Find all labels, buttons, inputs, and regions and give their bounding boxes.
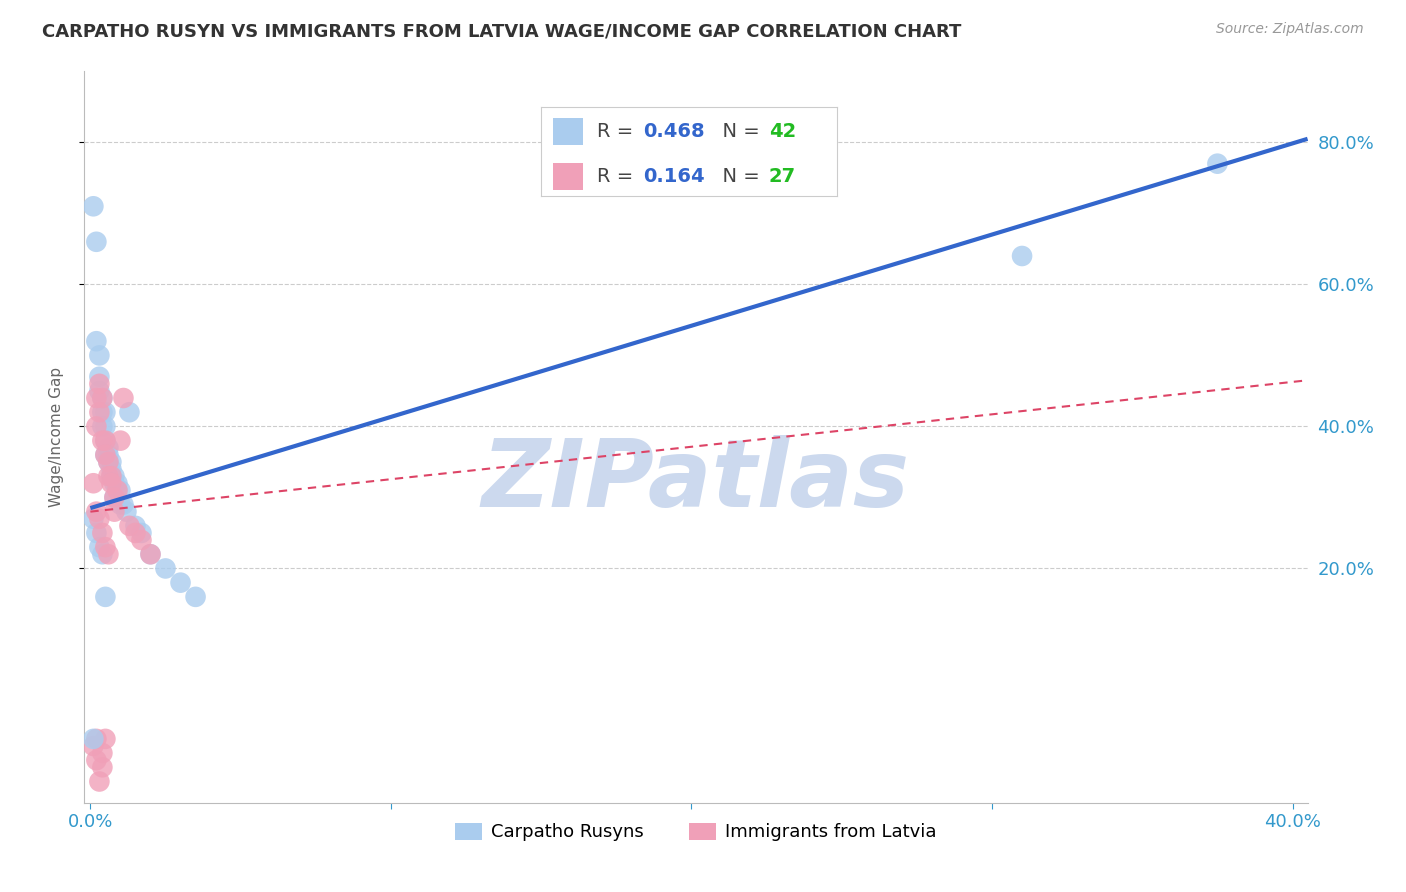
- Point: [97, 469, 120, 483]
- Point: [94, 405, 117, 419]
- Point: [86, 753, 108, 767]
- Point: [94, 448, 117, 462]
- Point: [91, 760, 114, 774]
- Text: CARPATHO RUSYN VS IMMIGRANTS FROM LATVIA WAGE/INCOME GAP CORRELATION CHART: CARPATHO RUSYN VS IMMIGRANTS FROM LATVIA…: [42, 22, 962, 40]
- Point: [155, 561, 177, 575]
- Point: [139, 547, 162, 561]
- Point: [94, 419, 117, 434]
- Point: [82, 199, 104, 213]
- Point: [89, 384, 111, 398]
- Point: [91, 391, 114, 405]
- Point: [91, 746, 114, 760]
- Point: [1206, 156, 1229, 170]
- Point: [86, 525, 108, 540]
- Point: [103, 476, 125, 491]
- Point: [112, 391, 135, 405]
- Point: [86, 731, 108, 746]
- FancyBboxPatch shape: [553, 163, 582, 190]
- Point: [86, 235, 108, 249]
- Point: [86, 334, 108, 349]
- Point: [94, 731, 117, 746]
- Point: [82, 512, 104, 526]
- Text: 0.468: 0.468: [643, 121, 704, 141]
- Point: [82, 731, 104, 746]
- Point: [124, 525, 146, 540]
- Point: [118, 519, 141, 533]
- Text: 0.164: 0.164: [643, 167, 704, 186]
- Point: [91, 405, 114, 419]
- Point: [97, 448, 120, 462]
- Point: [91, 525, 114, 540]
- Point: [91, 391, 114, 405]
- Point: [91, 547, 114, 561]
- Point: [115, 505, 138, 519]
- Point: [107, 483, 129, 498]
- Point: [89, 774, 111, 789]
- Point: [139, 547, 162, 561]
- Text: R =: R =: [598, 167, 640, 186]
- Point: [100, 469, 122, 483]
- Point: [110, 498, 132, 512]
- Text: 27: 27: [769, 167, 796, 186]
- Point: [82, 476, 104, 491]
- Y-axis label: Wage/Income Gap: Wage/Income Gap: [49, 367, 63, 508]
- Point: [97, 455, 120, 469]
- Point: [110, 483, 132, 498]
- Point: [100, 469, 122, 483]
- Point: [97, 547, 120, 561]
- Point: [107, 476, 129, 491]
- Point: [94, 540, 117, 554]
- Point: [94, 434, 117, 448]
- Text: N =: N =: [710, 121, 766, 141]
- Point: [89, 512, 111, 526]
- Text: N =: N =: [710, 167, 766, 186]
- Point: [124, 519, 146, 533]
- Point: [97, 455, 120, 469]
- Point: [184, 590, 207, 604]
- Point: [89, 348, 111, 362]
- Point: [94, 448, 117, 462]
- Text: Source: ZipAtlas.com: Source: ZipAtlas.com: [1216, 22, 1364, 37]
- Point: [110, 434, 132, 448]
- Point: [103, 491, 125, 505]
- Point: [97, 441, 120, 455]
- Point: [131, 525, 153, 540]
- Point: [91, 419, 114, 434]
- Point: [100, 476, 122, 491]
- Point: [89, 369, 111, 384]
- Point: [86, 505, 108, 519]
- Point: [94, 434, 117, 448]
- Text: 42: 42: [769, 121, 796, 141]
- Point: [91, 434, 114, 448]
- Point: [86, 391, 108, 405]
- Point: [107, 483, 129, 498]
- Point: [86, 419, 108, 434]
- Point: [112, 498, 135, 512]
- Point: [169, 575, 191, 590]
- FancyBboxPatch shape: [553, 118, 582, 145]
- Point: [100, 455, 122, 469]
- Text: ZIPatlas: ZIPatlas: [482, 435, 910, 527]
- Point: [131, 533, 153, 547]
- Point: [89, 376, 111, 391]
- Point: [103, 505, 125, 519]
- Point: [118, 405, 141, 419]
- Text: R =: R =: [598, 121, 640, 141]
- Point: [1011, 249, 1033, 263]
- Point: [103, 469, 125, 483]
- Point: [100, 462, 122, 476]
- Point: [89, 540, 111, 554]
- Legend: Carpatho Rusyns, Immigrants from Latvia: Carpatho Rusyns, Immigrants from Latvia: [449, 815, 943, 848]
- Point: [89, 405, 111, 419]
- Point: [103, 491, 125, 505]
- Point: [94, 590, 117, 604]
- Point: [82, 739, 104, 753]
